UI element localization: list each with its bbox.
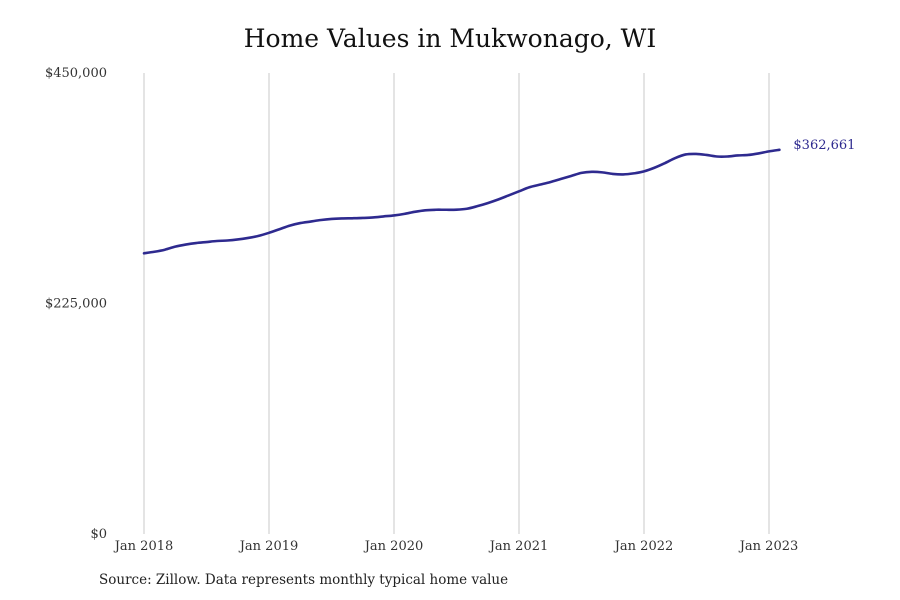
- last-value-label: $362,661: [793, 138, 855, 153]
- data-point: [653, 167, 655, 169]
- data-point: [382, 215, 384, 217]
- data-point: [507, 194, 509, 196]
- y-axis-tick-labels: $0 $225,000 $450,000: [45, 66, 107, 542]
- data-point: [664, 162, 666, 164]
- data-point: [372, 216, 374, 218]
- y-tick-label: $0: [90, 527, 107, 542]
- data-point: [309, 220, 311, 222]
- data-point: [257, 235, 259, 237]
- data-point: [289, 224, 291, 226]
- data-point: [278, 228, 280, 230]
- data-point: [726, 155, 728, 157]
- data-point: [424, 209, 426, 211]
- data-point: [393, 214, 395, 216]
- data-point: [674, 157, 676, 159]
- data-point: [695, 153, 697, 155]
- data-point: [351, 217, 353, 219]
- data-point: [601, 171, 603, 173]
- data-point: [747, 154, 749, 156]
- data-point: [737, 154, 739, 156]
- x-tick-label: Jan 2023: [738, 539, 799, 554]
- data-point: [570, 175, 572, 177]
- data-point: [414, 211, 416, 213]
- data-point: [247, 237, 249, 239]
- data-point: [466, 208, 468, 210]
- x-tick-label: Jan 2019: [238, 539, 299, 554]
- data-point: [341, 217, 343, 219]
- data-point: [445, 209, 447, 211]
- data-point: [153, 251, 155, 253]
- series-layer: $362,661: [142, 138, 855, 255]
- data-point: [497, 198, 499, 200]
- data-point: [768, 150, 770, 152]
- gridlines: [143, 73, 770, 534]
- data-point: [622, 173, 624, 175]
- data-point: [591, 171, 593, 173]
- y-tick-label: $225,000: [45, 297, 107, 312]
- chart-source-note: Source: Zillow. Data represents monthly …: [99, 572, 509, 588]
- chart-title: Home Values in Mukwonago, WI: [243, 24, 657, 53]
- data-point: [757, 152, 759, 154]
- data-point: [705, 154, 707, 156]
- series-line: [142, 148, 781, 255]
- data-point: [559, 178, 561, 180]
- data-point: [216, 240, 218, 242]
- data-point: [476, 205, 478, 207]
- data-point: [528, 186, 530, 188]
- data-point: [195, 242, 197, 244]
- x-tick-label: Jan 2022: [613, 539, 674, 554]
- x-tick-label: Jan 2021: [488, 539, 549, 554]
- data-point: [205, 241, 207, 243]
- data-point: [299, 222, 301, 224]
- data-point: [778, 149, 780, 151]
- data-point: [143, 252, 145, 254]
- data-point: [612, 173, 614, 175]
- data-point: [403, 213, 405, 215]
- data-point: [320, 219, 322, 221]
- data-point: [487, 202, 489, 204]
- data-point: [330, 218, 332, 220]
- x-tick-label: Jan 2018: [113, 539, 174, 554]
- x-axis-tick-labels: Jan 2018 Jan 2019 Jan 2020 Jan 2021 Jan 2022…: [113, 539, 799, 554]
- data-point: [632, 172, 634, 174]
- data-point: [580, 172, 582, 174]
- data-point: [518, 190, 520, 192]
- data-point: [362, 217, 364, 219]
- data-point: [716, 155, 718, 157]
- data-point: [684, 153, 686, 155]
- data-point: [434, 209, 436, 211]
- y-tick-label: $450,000: [45, 66, 107, 81]
- x-tick-label: Jan 2020: [363, 539, 424, 554]
- data-point: [164, 249, 166, 251]
- data-point: [549, 181, 551, 183]
- data-point: [539, 183, 541, 185]
- data-point: [226, 239, 228, 241]
- data-point: [184, 243, 186, 245]
- data-point: [174, 245, 176, 247]
- data-point: [455, 208, 457, 210]
- data-point: [643, 170, 645, 172]
- data-point: [268, 232, 270, 234]
- data-point: [237, 238, 239, 240]
